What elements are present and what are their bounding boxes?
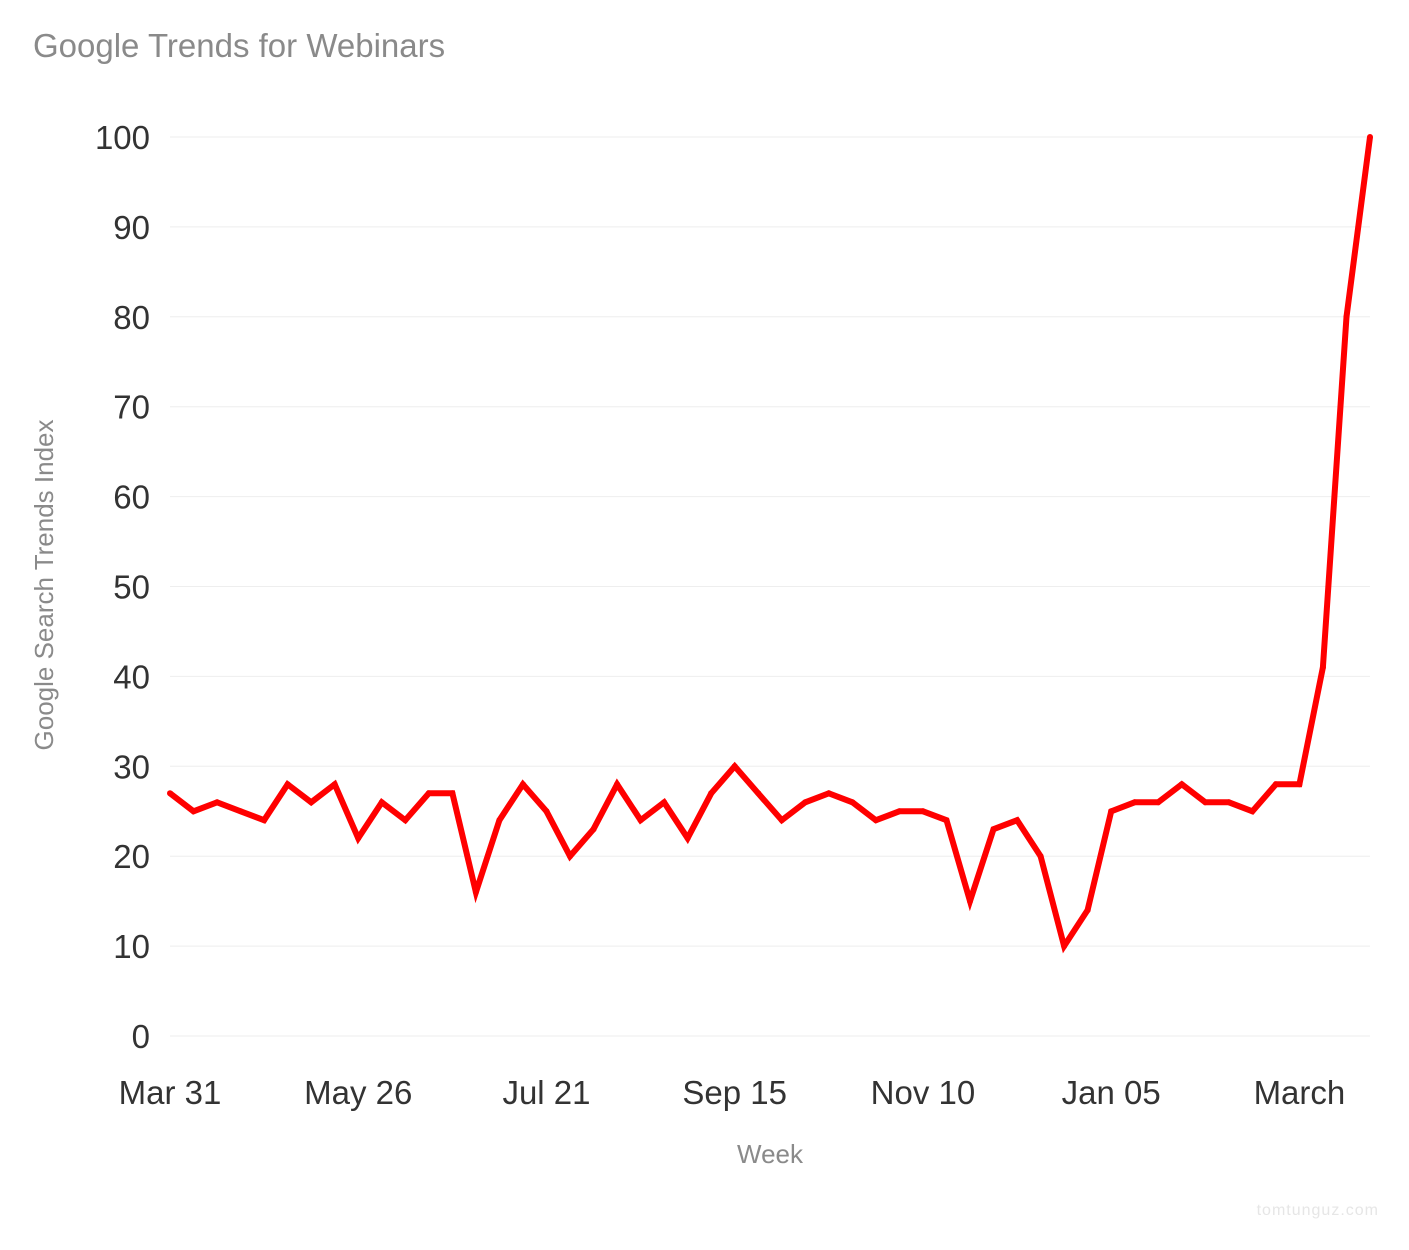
data-point: [896, 808, 903, 815]
data-point: [1296, 781, 1303, 788]
data-point: [355, 835, 362, 842]
data-point: [755, 790, 762, 797]
data-point: [331, 781, 338, 788]
data-point: [778, 817, 785, 824]
data-point: [378, 799, 385, 806]
series-group: [167, 134, 1373, 954]
y-tick-label: 30: [113, 748, 150, 785]
x-tick-label: Jul 21: [502, 1074, 590, 1111]
data-point: [1319, 664, 1326, 671]
data-point: [496, 817, 503, 824]
y-tick-label: 60: [113, 479, 150, 516]
data-point: [590, 826, 597, 833]
data-point: [1272, 781, 1279, 788]
data-point: [825, 790, 832, 797]
data-point: [1343, 313, 1350, 320]
data-point: [543, 808, 550, 815]
y-tick-label: 10: [113, 928, 150, 965]
data-point: [637, 817, 644, 824]
data-point: [567, 853, 573, 860]
data-point: [1014, 817, 1021, 824]
data-point: [614, 781, 621, 788]
data-point: [661, 799, 668, 806]
data-point: [1061, 943, 1068, 950]
data-point: [1155, 799, 1162, 806]
x-tick-label: Nov 10: [871, 1074, 976, 1111]
y-tick-label: 50: [113, 569, 150, 606]
x-tick-label: March: [1254, 1074, 1346, 1111]
watermark: tomtunguz.com: [1256, 1202, 1379, 1219]
y-tick-label: 100: [95, 119, 150, 156]
data-point: [849, 799, 856, 806]
y-tick-label: 80: [113, 299, 150, 336]
data-point: [943, 817, 950, 824]
y-tick-label: 40: [113, 658, 150, 695]
y-tick-label: 20: [113, 838, 150, 875]
data-point: [684, 835, 691, 842]
data-point: [802, 799, 809, 806]
chart-title: Google Trends for Webinars: [33, 27, 446, 64]
data-point: [425, 790, 432, 797]
data-point: [308, 799, 315, 806]
data-point: [708, 790, 715, 797]
x-tick-label: Sep 15: [682, 1074, 787, 1111]
data-point: [872, 817, 879, 824]
data-point: [472, 889, 479, 896]
y-axis-ticks: 0 10 20 30 40 50 60 70 80 90 100: [95, 119, 150, 1055]
data-point: [967, 898, 973, 905]
y-tick-label: 70: [113, 389, 150, 426]
x-tick-label: Mar 31: [119, 1074, 222, 1111]
data-point: [1367, 134, 1373, 140]
data-point: [1108, 808, 1115, 815]
data-point: [237, 808, 244, 815]
data-point: [519, 781, 526, 788]
data-point: [1084, 907, 1091, 914]
data-point: [919, 808, 926, 815]
x-tick-label: Jan 05: [1062, 1074, 1161, 1111]
y-tick-label: 90: [113, 209, 150, 246]
data-point: [1037, 853, 1044, 860]
y-axis-label: Google Search Trends Index: [29, 420, 59, 751]
data-point: [1249, 808, 1256, 815]
data-point: [284, 781, 291, 788]
data-point: [402, 817, 409, 824]
grid-lines: [170, 136, 1370, 1037]
data-point: [731, 763, 738, 770]
data-point: [261, 817, 268, 824]
x-axis-label: Week: [737, 1139, 804, 1169]
x-axis-ticks: Mar 31 May 26 Jul 21 Sep 15 Nov 10 Jan 05 Marc…: [119, 1074, 1346, 1111]
data-point: [1131, 799, 1138, 806]
data-point: [990, 826, 997, 833]
data-point: [214, 799, 221, 806]
data-point: [167, 790, 173, 797]
y-tick-label: 0: [132, 1018, 150, 1055]
x-tick-label: May 26: [304, 1074, 412, 1111]
data-point: [1178, 781, 1185, 788]
series-line: [168, 136, 1373, 954]
data-point: [449, 790, 456, 797]
data-point: [1202, 799, 1209, 806]
data-point: [1225, 799, 1232, 806]
data-point: [190, 808, 197, 815]
